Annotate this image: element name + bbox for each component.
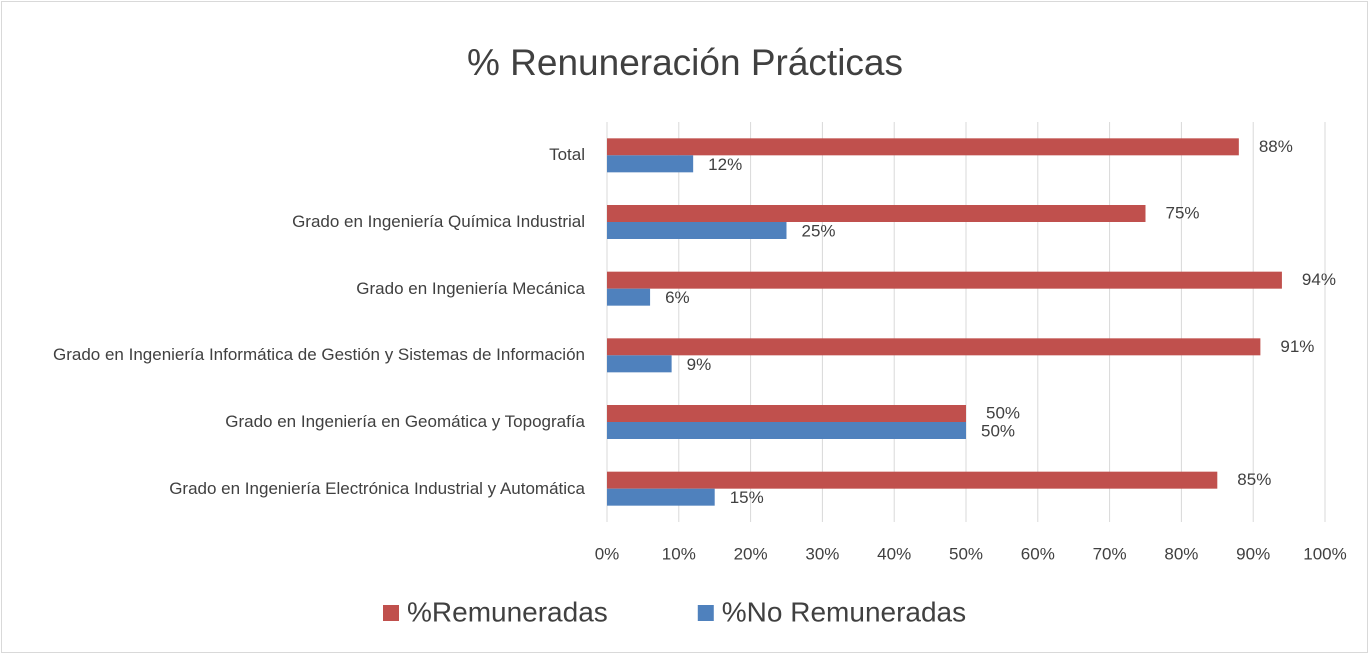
bar [607,471,1218,489]
data-label: 91% [1280,337,1314,356]
data-label: 15% [730,488,764,507]
data-label: 50% [981,421,1015,440]
x-tick-label: 100% [1303,544,1346,563]
data-label: 9% [687,355,712,374]
data-label: 94% [1302,270,1336,289]
bar [607,288,651,306]
data-label: 85% [1237,470,1271,489]
x-tick-label: 50% [949,544,983,563]
bar [607,488,715,506]
bar [607,138,1239,156]
legend-swatch [383,605,399,621]
bar [607,422,966,439]
y-tick-label: Grado en Ingeniería Informática de Gesti… [53,345,585,365]
x-tick-label: 40% [877,544,911,563]
y-tick-label: Total [549,145,585,165]
chart-title: % Renuneración Prácticas [467,42,903,83]
bar [607,405,966,422]
y-tick-label: Grado en Ingeniería Mecánica [356,278,585,298]
data-label: 12% [708,155,742,174]
y-tick-label: Grado en Ingeniería Electrónica Industri… [169,478,585,498]
x-tick-label: 30% [805,544,839,563]
bar [607,271,1282,289]
bar [607,222,787,239]
x-tick-label: 20% [734,544,768,563]
y-tick-label: Grado en Ingeniería en Geomática y Topog… [225,411,585,431]
legend-label: %Remuneradas [407,596,608,627]
x-tick-label: 0% [595,544,620,563]
data-label: 50% [986,403,1020,422]
legend-swatch [697,605,714,621]
bar [607,155,694,173]
bar [607,338,1261,356]
x-tick-label: 60% [1021,544,1055,563]
bar [607,355,672,373]
data-label: 6% [665,288,690,307]
y-tick-label: Grado en Ingeniería Química Industrial [292,211,585,231]
data-label: 25% [802,221,836,240]
data-label: 88% [1259,137,1293,156]
legend-label: %No Remuneradas [722,596,966,627]
x-tick-label: 10% [662,544,696,563]
x-tick-label: 90% [1236,544,1270,563]
x-tick-label: 70% [1093,544,1127,563]
x-tick-label: 80% [1164,544,1198,563]
bar [607,205,1146,222]
data-label: 75% [1166,203,1200,222]
